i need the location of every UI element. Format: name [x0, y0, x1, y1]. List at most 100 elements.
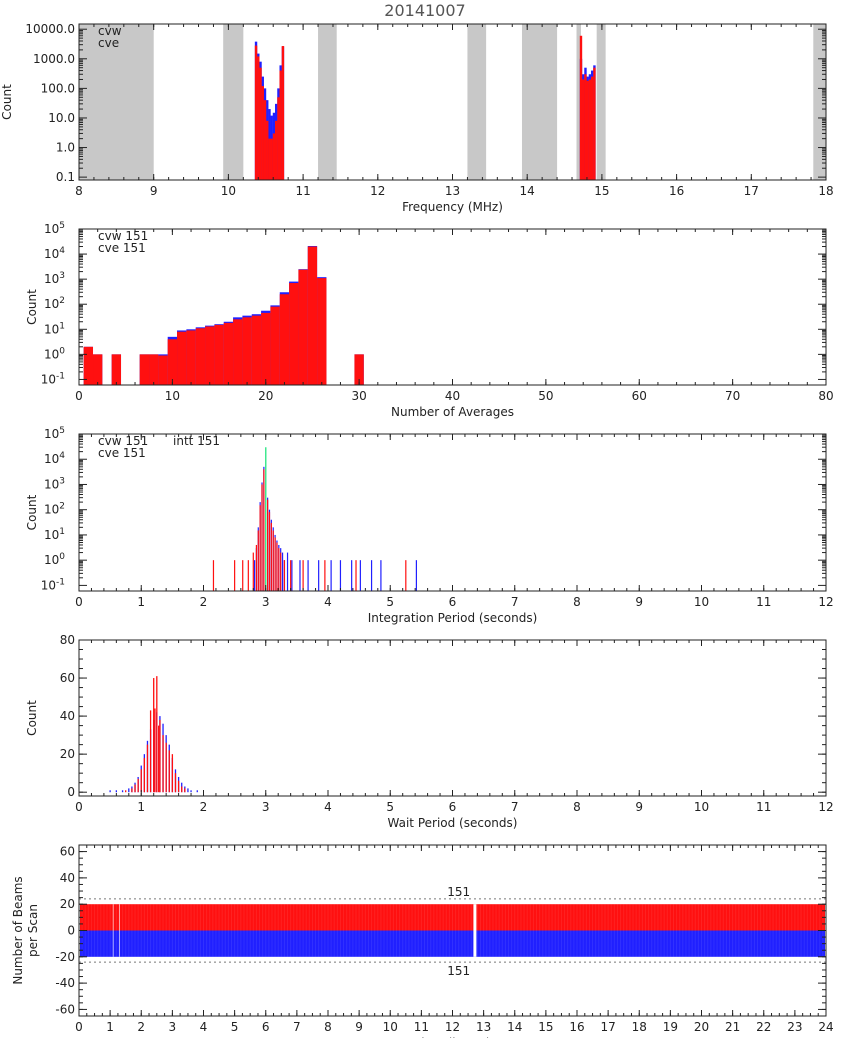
cvw-bar [253, 560, 256, 591]
x-tick-label: 50 [538, 389, 553, 403]
x-tick-label: 6 [449, 800, 457, 814]
x-tick-label: 20 [694, 1020, 709, 1034]
y-tick-label: 0 [67, 785, 75, 799]
x-tick-label: 6 [449, 595, 457, 609]
cvw-bar [359, 560, 361, 591]
cve-bar [242, 317, 252, 385]
cve-bar [168, 750, 170, 793]
x-tick-label: 17 [744, 184, 759, 198]
cve-bar [259, 505, 261, 591]
y-tick-label: 103 [44, 476, 65, 491]
cve-bar [272, 530, 274, 591]
x-tick-label: 24 [818, 1020, 833, 1034]
cve-bar [149, 354, 159, 385]
cvw-bar [128, 788, 130, 793]
x-tick-label: 12 [818, 595, 833, 609]
cve-bar [186, 330, 196, 385]
x-tick-label: 14 [507, 1020, 522, 1034]
cve-bar [247, 560, 249, 591]
x-tick-label: 10 [694, 595, 709, 609]
x-tick-label: 19 [663, 1020, 678, 1034]
cve-legend: cve 151 [98, 446, 146, 460]
cve-bar [131, 788, 133, 793]
cvw-gap [112, 930, 114, 957]
cve-bar [593, 67, 596, 180]
x-tick-label: 0 [75, 1020, 83, 1034]
x-tick-label: 0 [75, 389, 83, 403]
y-tick-label: 100 [44, 346, 65, 361]
x-tick-label: 4 [324, 595, 332, 609]
cve-bar [134, 784, 136, 793]
x-tick-label: 5 [231, 1020, 239, 1034]
y-tick-label: 103 [44, 271, 65, 286]
x-tick-label: 8 [573, 595, 581, 609]
x-axis-label: Frequency (MHz) [402, 200, 503, 214]
cve-bar [298, 269, 308, 385]
x-tick-label: 4 [200, 1020, 208, 1034]
x-tick-label: 8 [573, 800, 581, 814]
cvw-bar [307, 560, 309, 591]
cvw-bars [80, 930, 825, 957]
x-tick-label: 10 [221, 184, 236, 198]
x-tick-label: 30 [351, 389, 366, 403]
x-tick-label: 11 [295, 184, 310, 198]
x-tick-label: 7 [511, 595, 519, 609]
x-tick-label: 12 [445, 1020, 460, 1034]
cve-bar [270, 522, 272, 591]
cvw-bar [351, 560, 353, 591]
cve-bar [177, 331, 187, 385]
cvw-bar [415, 560, 417, 591]
x-tick-label: 1 [106, 1020, 114, 1034]
y-tick-label: 1.0 [56, 141, 75, 155]
cve-bar [307, 246, 318, 385]
cve-bar [354, 354, 364, 385]
cve-bar [280, 552, 282, 591]
plot-frame [78, 433, 827, 592]
x-tick-label: 2 [200, 800, 208, 814]
cve-bar [212, 560, 215, 591]
cve-bar [584, 74, 587, 180]
cve-bar [279, 70, 282, 180]
cvw-legend: cvw 151 [98, 229, 148, 243]
x-tick-label: 15 [594, 184, 609, 198]
cve-bar [281, 46, 285, 180]
cve-bar [156, 676, 158, 793]
y-tick-label: 1000.0 [33, 52, 75, 66]
cvw-legend: cvw 151 [98, 434, 148, 448]
cve-bar [268, 512, 271, 591]
cve-bar [267, 499, 269, 591]
excluded-band [576, 24, 581, 180]
cve-bar [263, 100, 267, 180]
y-tick-label: 0 [67, 924, 75, 938]
cve-bar [171, 754, 174, 793]
x-axis-label: Integration Period (seconds) [368, 611, 538, 625]
cve-bar [263, 469, 265, 591]
x-tick-label: 5 [386, 800, 394, 814]
x-tick-label: 2 [137, 1020, 145, 1034]
cve-bar [223, 322, 234, 385]
y-tick-label: 10000.0 [25, 22, 75, 36]
cve-bar [268, 138, 271, 180]
x-tick-label: 10 [165, 389, 180, 403]
x-tick-label: 16 [669, 184, 684, 198]
x-tick-label: 70 [725, 389, 740, 403]
cve-bar [149, 710, 152, 793]
y-axis-label: Count [25, 494, 39, 530]
y-tick-label: 104 [44, 451, 65, 466]
y-tick-label: 20 [60, 747, 75, 761]
x-tick-label: 1 [137, 800, 145, 814]
x-tick-label: 13 [476, 1020, 491, 1034]
cve-bar [588, 79, 592, 180]
cve-bar [181, 786, 183, 793]
cvw-gap [473, 930, 477, 957]
y-tick-label: 10.0 [48, 111, 75, 125]
cve-bar [214, 324, 224, 385]
plot-frame [78, 639, 827, 797]
x-tick-label: 11 [756, 800, 771, 814]
cve-bar [165, 742, 167, 793]
excluded-band [318, 24, 337, 180]
cve-bar [111, 354, 122, 385]
